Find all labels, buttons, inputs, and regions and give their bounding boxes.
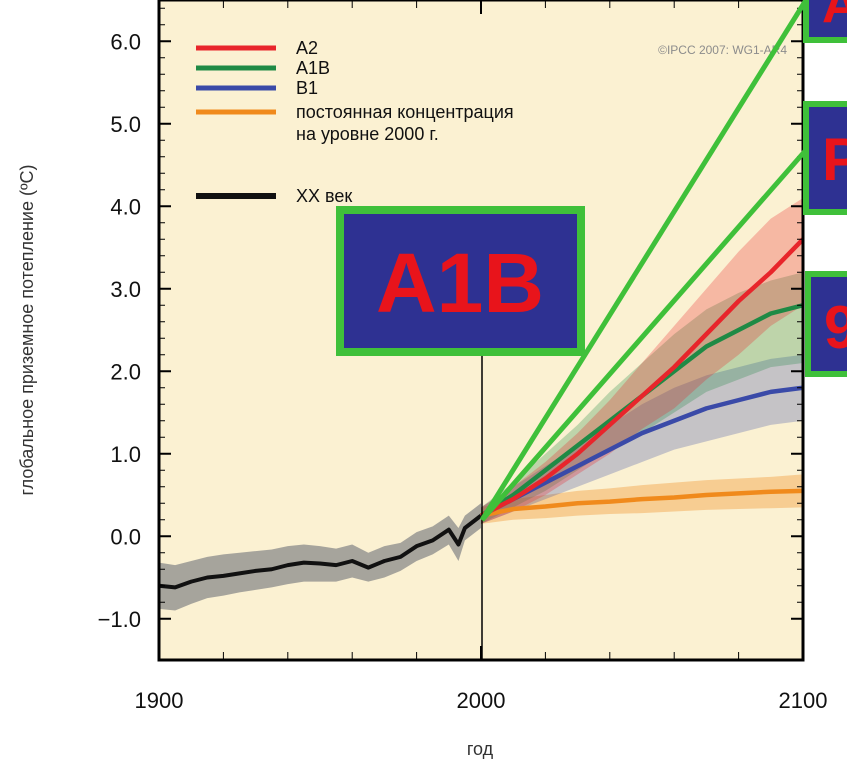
series-line-постоянная — [480, 488, 804, 518]
y-axis-title: глобальное приземное потепление (ºC) — [17, 164, 37, 495]
badge-right-top-box — [803, 0, 847, 43]
x-tick-label: 2100 — [779, 688, 828, 713]
y-tick-label: 0.0 — [110, 524, 141, 549]
badge-right-bottom: 9 — [805, 271, 847, 377]
legend: A2 A1B B1 постоянная концентрация на уро… — [196, 38, 514, 206]
legend-label-a1b: A1B — [296, 58, 330, 78]
badge-main-box — [336, 206, 585, 356]
y-tick-label: 3.0 — [110, 277, 141, 302]
legend-label-constant-line1: постоянная концентрация — [296, 102, 514, 122]
series-line-a2 — [479, 237, 805, 518]
series-line-xx-century — [158, 514, 483, 590]
badge-right-top-label: A — [822, 0, 847, 34]
badge-right-bottom-label: 9 — [824, 294, 847, 361]
y-tick-label: 2.0 — [110, 359, 141, 384]
y-tick-label: 5.0 — [110, 112, 141, 137]
x-tick-label: 1900 — [135, 688, 184, 713]
badge-main: A1B — [336, 206, 585, 356]
callout-line-middle — [480, 148, 808, 522]
ipcc-credit: ©IPCC 2007: WG1-AR4 — [658, 43, 787, 57]
callout-line-top — [479, 0, 809, 522]
badge-main-label: A1B — [376, 236, 544, 330]
badge-right-middle: P — [803, 101, 847, 215]
y-tick-label: 6.0 — [110, 29, 141, 54]
legend-label-b1: B1 — [296, 78, 318, 98]
uncertainty-band-a2 — [481, 198, 803, 524]
uncertainty-band-b1 — [481, 354, 803, 524]
y-tick-label: 4.0 — [110, 194, 141, 219]
legend-label-a2: A2 — [296, 38, 318, 58]
y-tick-label: −1.0 — [98, 607, 141, 632]
series-line-b1 — [479, 385, 804, 518]
badge-right-middle-label: P — [822, 126, 847, 193]
badge-right-bottom-box — [805, 271, 847, 377]
badge-right-top: A — [803, 0, 847, 43]
uncertainty-band-xx-century — [159, 503, 481, 611]
legend-label-20th-century: XX век — [296, 186, 352, 206]
badge-right-middle-box — [803, 101, 847, 215]
y-tick-label: 1.0 — [110, 442, 141, 467]
legend-label-constant-line2: на уровне 2000 г. — [296, 124, 439, 144]
x-axis-title: год — [467, 739, 494, 759]
x-tick-label: 2000 — [457, 688, 506, 713]
